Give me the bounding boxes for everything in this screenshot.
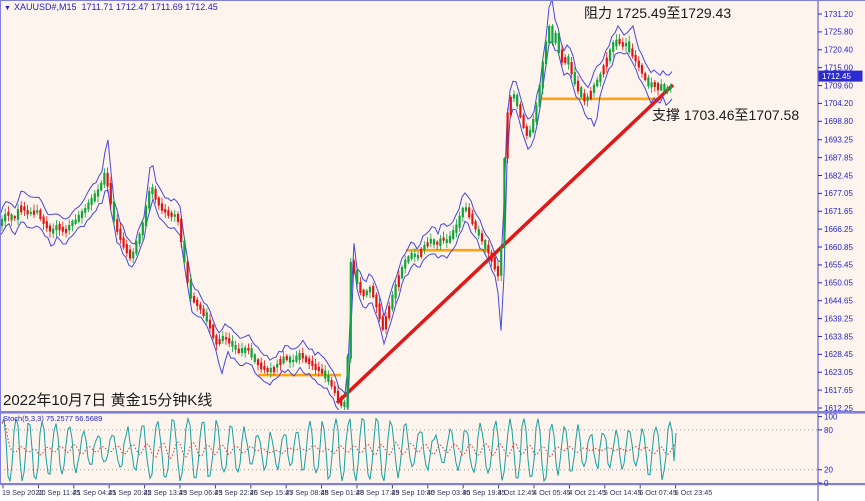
symbol-ohlc-values: 1711.71 1712.47 1711.69 1712.45: [81, 2, 218, 12]
price-tick-label: 1720.40: [824, 46, 853, 55]
price-tick-label: 1623.05: [824, 368, 853, 377]
price-tick-label: 1633.85: [824, 332, 853, 341]
price-tick-label: 1666.25: [824, 225, 853, 234]
time-tick-label: 23 Sep 22:45: [214, 488, 257, 497]
price-tick-label: 1612.25: [824, 404, 853, 413]
time-tick-label: 4 Oct 21:45: [568, 488, 606, 497]
stochastic-indicator-label: Stoch(5,3,3) 75.2577 56.5689: [3, 414, 103, 423]
time-tick-label: 21 Sep 20:45: [108, 488, 151, 497]
current-price-tag: [818, 70, 863, 82]
resistance-annotation[interactable]: 阻力 1725.49至1729.43: [584, 5, 732, 21]
envelope-lower-line: [1, 40, 673, 410]
price-tick-label: 1682.45: [824, 171, 853, 180]
time-tick-label: 4 Oct 05:45: [533, 488, 571, 497]
price-tick-label: 1644.65: [824, 296, 853, 305]
stoch-tick-label: 0: [824, 479, 829, 488]
price-tick-label: 1704.20: [824, 99, 853, 108]
stoch-d-line: [1, 420, 677, 460]
time-tick-label: 22 Sep 13:45: [144, 488, 187, 497]
stoch-tick-label: 20: [824, 466, 833, 475]
price-tick-label: 1715.00: [824, 63, 853, 72]
panel-separator[interactable]: [0, 483, 865, 486]
time-tick-label: 5 Oct 14:45: [604, 488, 642, 497]
stoch-scale: 100 80 20 0: [818, 413, 838, 488]
main-chart-background[interactable]: [0, 0, 818, 411]
time-tick-label: 3 Oct 12:45: [498, 488, 536, 497]
dropdown-arrow-icon[interactable]: ▼: [4, 5, 11, 12]
time-strip-background: [0, 485, 865, 501]
price-tick-label: 1655.45: [824, 261, 853, 270]
price-tick-label: 1660.85: [824, 243, 853, 252]
chart-caption-annotation[interactable]: 2022年10月7日 黄金15分钟K线: [3, 392, 213, 409]
time-tick-label: 27 Sep 08:45: [285, 488, 328, 497]
price-tick-label: 1731.20: [824, 10, 853, 19]
support-annotation[interactable]: 支撑 1703.46至1707.58: [652, 107, 800, 123]
price-tick-label: 1698.80: [824, 117, 853, 126]
time-tick-label: 28 Sep 01:45: [321, 488, 364, 497]
symbol-name: XAUUSD#,M15: [13, 2, 77, 12]
stochastic-panel: [1, 416, 817, 482]
axis-strip-background: [818, 0, 865, 501]
time-tick-label: 6 Oct 07:45: [639, 488, 677, 497]
main-chart-layer: [1, 1, 675, 410]
candles-layer: [1, 24, 672, 410]
time-tick-label: 29 Sep 10:45: [391, 488, 434, 497]
symbol-info-bar: ▼ XAUUSD#,M15 1711.71 1712.47 1711.69 171…: [4, 2, 218, 12]
time-tick-label: 19 Sep 2022: [2, 488, 43, 497]
time-tick-label: 30 Sep 19:45: [462, 488, 505, 497]
price-tick-label: 1617.65: [824, 386, 853, 395]
price-axis[interactable]: 1731.20 1725.80 1720.40 1715.00 1709.60 1704.…: [817, 0, 863, 501]
time-tick-label: 6 Oct 23:45: [675, 488, 713, 497]
price-tick-label: 1725.80: [824, 28, 853, 37]
panel-separator[interactable]: [0, 411, 865, 414]
stoch-tick-label: 100: [824, 413, 838, 422]
stoch-tick-label: 80: [824, 426, 833, 435]
time-tick-label: 30 Sep 03:45: [427, 488, 470, 497]
time-tick-label: 21 Sep 04:45: [73, 488, 116, 497]
price-tick-label: 1639.25: [824, 314, 853, 323]
time-tick-label: 23 Sep 06:45: [179, 488, 222, 497]
price-tick-label: 1677.05: [824, 189, 853, 198]
price-tick-label: 1693.25: [824, 136, 853, 145]
price-tick-label: 1671.65: [824, 207, 853, 216]
current-price-value: 1712.45: [822, 72, 851, 81]
time-tick-label: 26 Sep 15:45: [250, 488, 293, 497]
price-tick-label: 1628.45: [824, 350, 853, 359]
price-tick-label: 1650.05: [824, 279, 853, 288]
time-tick-label: 20 Sep 11:45: [37, 488, 80, 497]
price-tick-label: 1687.85: [824, 153, 853, 162]
price-tick-label: 1709.60: [824, 81, 853, 90]
time-tick-label: 28 Sep 17:45: [356, 488, 399, 497]
envelope-upper-line: [1, 1, 673, 395]
